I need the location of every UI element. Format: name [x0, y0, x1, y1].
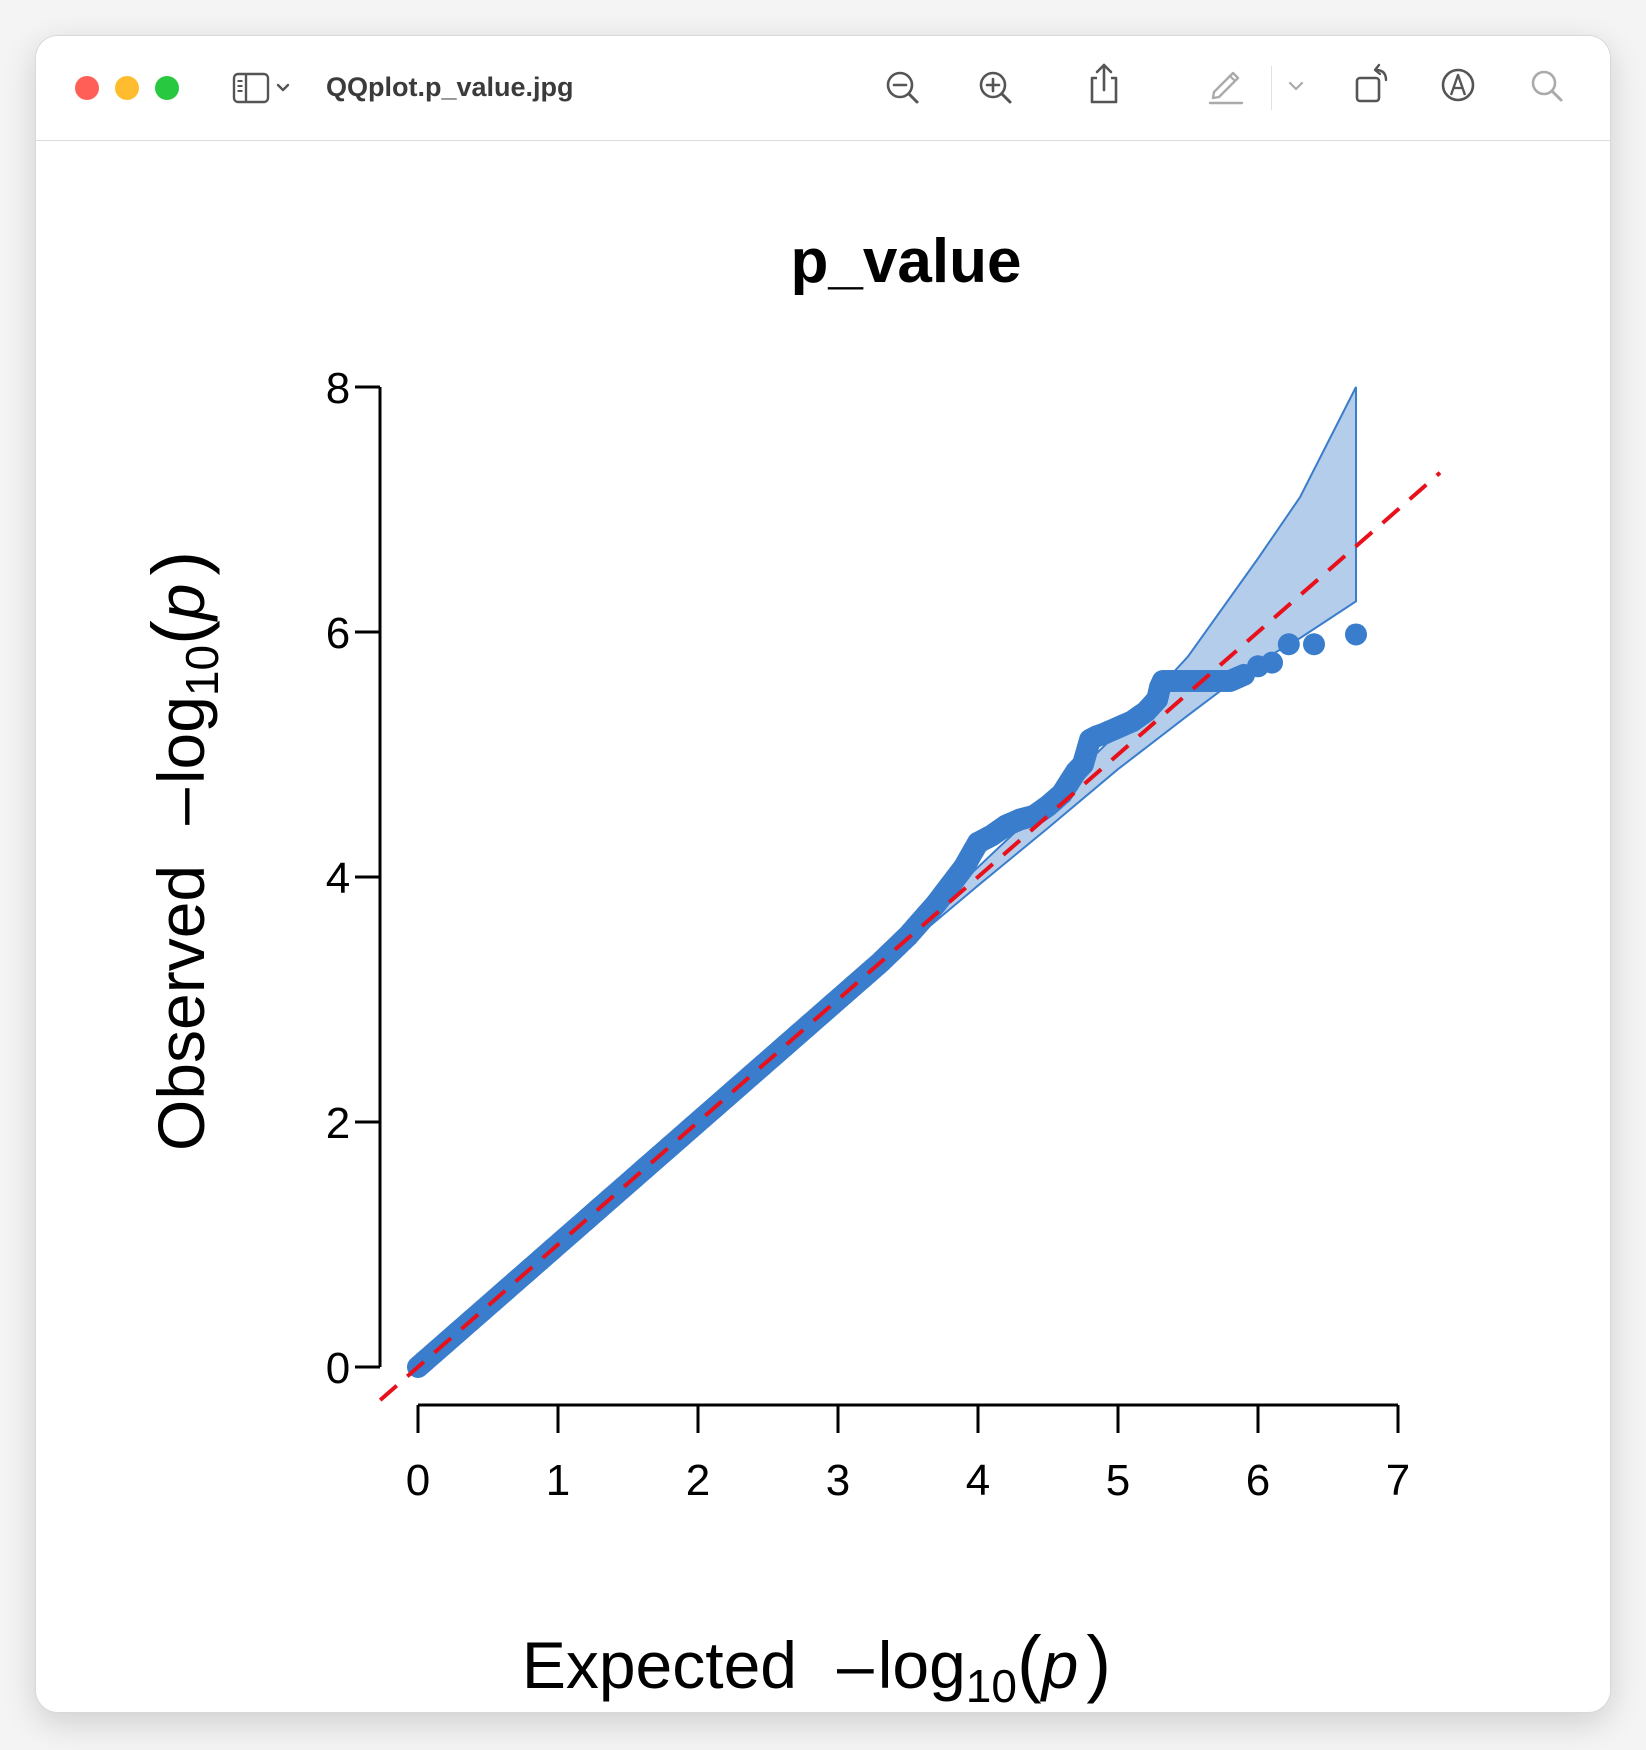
- search-icon: [1531, 70, 1563, 102]
- title-bar: QQplot.p_value.jpg: [36, 36, 1610, 141]
- markup-options-button[interactable]: [1286, 76, 1306, 96]
- x-tick-label: 4: [966, 1456, 990, 1505]
- y-tick-label: 0: [326, 1344, 350, 1393]
- x-tick-label: 5: [1106, 1456, 1130, 1505]
- toolbar-divider: [1271, 66, 1272, 110]
- minimize-button[interactable]: [115, 76, 139, 100]
- x-axis-label-log: log: [878, 1628, 966, 1702]
- y-axis-label-close: ): [137, 551, 220, 576]
- y-axis-label-open: (: [137, 620, 220, 645]
- x-tick-label: 3: [826, 1456, 850, 1505]
- x-axis-label-close: ): [1086, 1621, 1111, 1704]
- x-axis-label-sub: 10: [966, 1660, 1017, 1712]
- data-points: [407, 623, 1367, 1378]
- x-axis-label-minus: –: [837, 1628, 874, 1702]
- y-axis-label-p: p: [144, 584, 218, 623]
- markup-pencil-icon: [1208, 71, 1244, 105]
- y-axis-label-minus: –: [144, 788, 218, 825]
- y-axis-label: Observed – log10(p): [137, 551, 228, 1151]
- zoom-in-icon: [979, 71, 1012, 104]
- x-axis: 0 1 2 3 4 5 6 7: [406, 1403, 1410, 1505]
- zoom-out-button[interactable]: [883, 66, 923, 110]
- y-tick-label: 6: [326, 609, 350, 658]
- x-tick-label: 7: [1386, 1456, 1410, 1505]
- y-axis: 0 2 4 6 8: [326, 364, 382, 1393]
- sidebar-icon: [232, 72, 290, 104]
- sidebar-toggle-button[interactable]: [232, 70, 296, 106]
- y-tick-label: 8: [326, 364, 350, 413]
- fullscreen-button[interactable]: [155, 76, 179, 100]
- zoom-out-icon: [886, 71, 919, 104]
- x-axis-label-p: p: [1040, 1628, 1079, 1702]
- annotate-icon: [1441, 68, 1475, 102]
- zoom-in-button[interactable]: [976, 66, 1016, 110]
- reference-line: [378, 471, 1442, 1402]
- data-point: [1345, 623, 1367, 646]
- x-axis-label: Expected –log10(p): [522, 1621, 1111, 1712]
- y-axis-label-sub: 10: [176, 645, 228, 696]
- x-tick-label: 2: [686, 1456, 710, 1505]
- x-tick-label: 0: [406, 1456, 430, 1505]
- y-tick-label: 4: [326, 854, 350, 903]
- rotate-icon: [1355, 63, 1388, 103]
- x-axis-label-open: (: [1017, 1621, 1042, 1704]
- y-axis-label-log: log: [144, 696, 218, 784]
- x-tick-label: 6: [1246, 1456, 1270, 1505]
- preview-window: QQplot.p_value.jpg: [36, 36, 1610, 1712]
- chevron-down-icon: [1288, 81, 1304, 91]
- y-axis-label-main: Observed: [144, 865, 218, 1151]
- data-point: [1261, 651, 1283, 674]
- close-button[interactable]: [75, 76, 99, 100]
- chart-title: p_value: [791, 227, 1022, 296]
- y-tick-label: 2: [326, 1099, 350, 1148]
- annotate-button[interactable]: [1439, 66, 1479, 106]
- rotate-button[interactable]: [1352, 60, 1396, 108]
- share-button[interactable]: [1086, 60, 1122, 108]
- markup-button[interactable]: [1206, 62, 1246, 106]
- share-icon: [1090, 63, 1118, 104]
- data-point: [1277, 633, 1300, 656]
- x-axis-label-main: Expected: [522, 1628, 797, 1702]
- document-title: QQplot.p_value.jpg: [326, 72, 574, 102]
- data-point: [1303, 633, 1325, 656]
- x-tick-label: 1: [546, 1456, 570, 1505]
- search-button[interactable]: [1529, 68, 1565, 106]
